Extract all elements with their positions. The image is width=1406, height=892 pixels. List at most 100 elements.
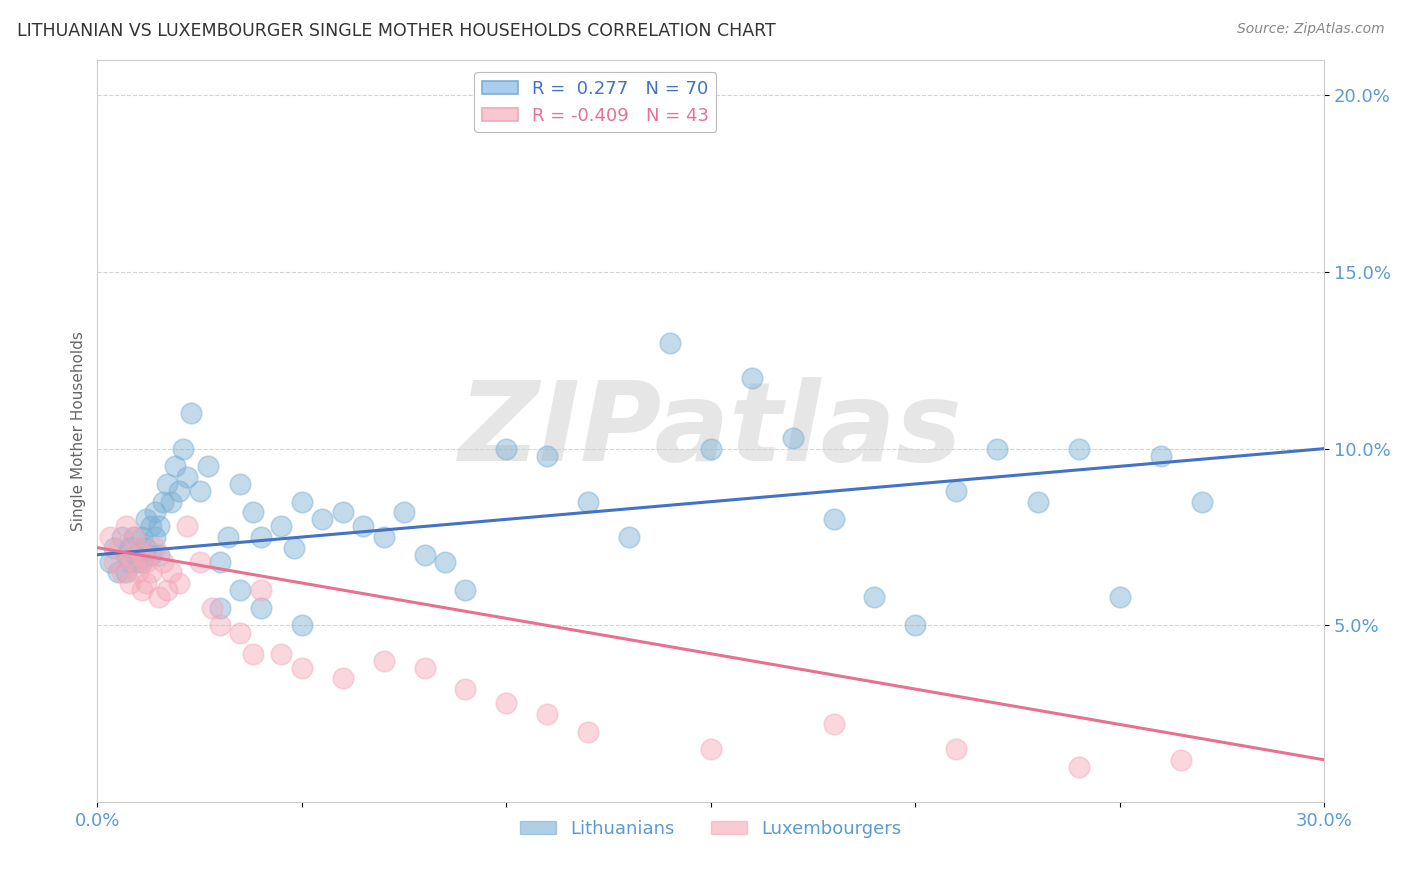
Legend: Lithuanians, Luxembourgers: Lithuanians, Luxembourgers: [513, 813, 908, 846]
Point: [127, 541, 149, 555]
Point: [454, 682, 477, 697]
Point: [270, 647, 292, 661]
Point: [700, 742, 723, 756]
Point: [311, 512, 333, 526]
Point: [127, 566, 149, 580]
Point: [122, 548, 145, 562]
Text: Source: ZipAtlas.com: Source: ZipAtlas.com: [1237, 22, 1385, 37]
Point: [209, 600, 232, 615]
Point: [127, 541, 149, 555]
Point: [131, 583, 153, 598]
Point: [188, 555, 211, 569]
Point: [135, 541, 157, 555]
Point: [201, 600, 224, 615]
Point: [291, 494, 314, 508]
Point: [242, 647, 264, 661]
Point: [139, 548, 162, 562]
Point: [1026, 494, 1049, 508]
Point: [283, 541, 305, 555]
Point: [172, 442, 194, 456]
Point: [1170, 753, 1192, 767]
Point: [291, 618, 314, 632]
Point: [536, 449, 558, 463]
Point: [139, 519, 162, 533]
Point: [152, 555, 174, 569]
Point: [148, 519, 170, 533]
Point: [143, 541, 166, 555]
Point: [188, 484, 211, 499]
Point: [217, 530, 239, 544]
Point: [156, 477, 179, 491]
Point: [332, 672, 354, 686]
Point: [152, 494, 174, 508]
Point: [250, 600, 273, 615]
Point: [413, 548, 436, 562]
Point: [98, 555, 121, 569]
Point: [143, 530, 166, 544]
Point: [120, 548, 142, 562]
Point: [107, 541, 129, 555]
Point: [823, 717, 845, 731]
Point: [115, 519, 138, 533]
Point: [103, 541, 125, 555]
Point: [209, 555, 232, 569]
Point: [1108, 590, 1130, 604]
Point: [120, 555, 142, 569]
Point: [270, 519, 292, 533]
Point: [617, 530, 640, 544]
Point: [197, 459, 219, 474]
Point: [536, 706, 558, 721]
Text: ZIPatlas: ZIPatlas: [458, 377, 963, 484]
Point: [167, 484, 190, 499]
Point: [1150, 449, 1173, 463]
Point: [782, 431, 804, 445]
Point: [122, 530, 145, 544]
Point: [250, 530, 273, 544]
Point: [98, 530, 121, 544]
Point: [165, 459, 187, 474]
Point: [103, 555, 125, 569]
Point: [454, 583, 477, 598]
Point: [143, 505, 166, 519]
Point: [131, 555, 153, 569]
Point: [433, 555, 456, 569]
Point: [209, 618, 232, 632]
Point: [291, 661, 314, 675]
Point: [576, 724, 599, 739]
Point: [115, 548, 138, 562]
Point: [700, 442, 723, 456]
Point: [1067, 760, 1090, 774]
Point: [495, 442, 517, 456]
Point: [1067, 442, 1090, 456]
Point: [229, 625, 252, 640]
Point: [107, 566, 129, 580]
Point: [180, 406, 202, 420]
Point: [148, 548, 170, 562]
Point: [576, 494, 599, 508]
Point: [242, 505, 264, 519]
Point: [229, 583, 252, 598]
Point: [120, 541, 142, 555]
Point: [332, 505, 354, 519]
Point: [127, 555, 149, 569]
Point: [495, 696, 517, 710]
Point: [139, 566, 162, 580]
Point: [1191, 494, 1213, 508]
Point: [413, 661, 436, 675]
Point: [160, 566, 183, 580]
Point: [122, 555, 145, 569]
Point: [352, 519, 374, 533]
Point: [176, 519, 198, 533]
Point: [229, 477, 252, 491]
Point: [863, 590, 886, 604]
Point: [986, 442, 1008, 456]
Point: [111, 530, 134, 544]
Point: [945, 484, 967, 499]
Text: LITHUANIAN VS LUXEMBOURGER SINGLE MOTHER HOUSEHOLDS CORRELATION CHART: LITHUANIAN VS LUXEMBOURGER SINGLE MOTHER…: [17, 22, 776, 40]
Point: [823, 512, 845, 526]
Point: [115, 566, 138, 580]
Point: [741, 371, 763, 385]
Point: [176, 470, 198, 484]
Point: [111, 566, 134, 580]
Point: [120, 576, 142, 591]
